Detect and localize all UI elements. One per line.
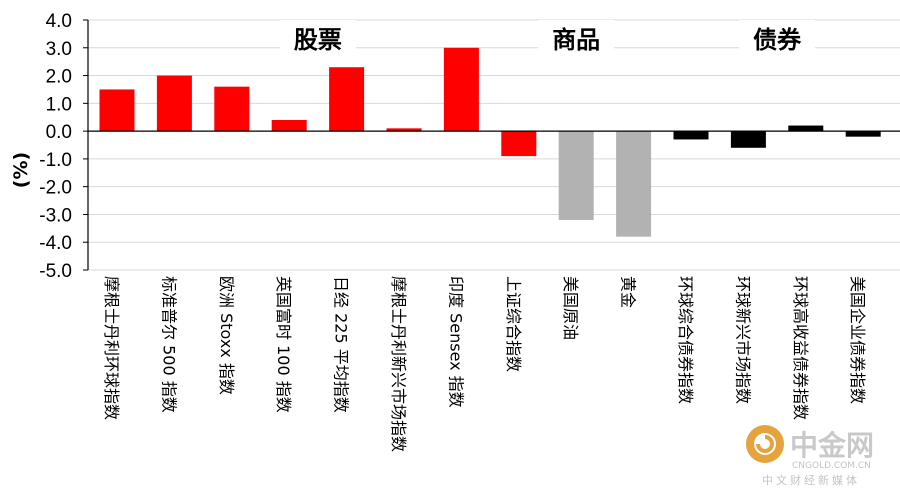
category-label: 美国原油 bbox=[561, 276, 580, 340]
bar bbox=[156, 75, 192, 132]
group-label: 商品 bbox=[552, 26, 600, 54]
bar bbox=[673, 131, 709, 140]
y-tick-label: -2.0 bbox=[39, 178, 72, 199]
group-label-bg bbox=[538, 20, 615, 58]
bar bbox=[501, 131, 537, 157]
y-tick-label: -5.0 bbox=[39, 261, 72, 282]
bar bbox=[329, 67, 365, 132]
category-label: 摩根士丹利环球指数 bbox=[102, 276, 121, 420]
group-label: 债券 bbox=[753, 26, 802, 54]
category-label: 印度 Sensex 指数 bbox=[446, 276, 465, 408]
watermark-logo-icon bbox=[746, 425, 784, 463]
bar bbox=[443, 47, 479, 132]
bar bbox=[845, 131, 881, 137]
group-label-bg bbox=[279, 20, 356, 58]
category-label: 环球综合债券指数 bbox=[676, 276, 695, 404]
category-label: 美国企业债券指数 bbox=[848, 276, 867, 404]
category-label: 环球高收益债券指数 bbox=[791, 276, 810, 420]
bar bbox=[788, 125, 824, 132]
category-label: 黄金 bbox=[619, 276, 638, 308]
bar bbox=[214, 86, 250, 132]
category-label: 上证综合指数 bbox=[504, 276, 523, 372]
bar bbox=[386, 128, 422, 132]
axes bbox=[83, 19, 900, 271]
y-axis-label: (%) bbox=[10, 152, 32, 188]
y-tick-label: 3.0 bbox=[46, 39, 72, 60]
y-tick-labels: 4.0 3.0 2.0 1.0 0.0 -1.0 -2.0 -3.0 -4.0 -5.0 bbox=[39, 11, 72, 282]
category-label: 欧洲 Stoxx 指数 bbox=[217, 276, 236, 395]
y-tick-label: -4.0 bbox=[39, 233, 72, 254]
bar bbox=[558, 131, 594, 220]
category-label: 环球新兴市场指数 bbox=[733, 276, 752, 404]
category-label: 英国富时 100 指数 bbox=[274, 276, 293, 413]
bar bbox=[99, 89, 135, 132]
bars bbox=[99, 47, 881, 237]
y-tick-label: -3.0 bbox=[39, 205, 72, 226]
y-tick-label: 1.0 bbox=[46, 94, 72, 115]
group-labels: 股票 商品 债券 bbox=[279, 20, 816, 58]
bar bbox=[730, 131, 766, 148]
y-tick-label: 0.0 bbox=[46, 122, 72, 143]
category-label: 摩根士丹利新兴市场指数 bbox=[389, 276, 408, 452]
category-label: 标准普尔 500 指数 bbox=[159, 276, 178, 413]
watermark: 中金网 CNGOLD.COM.CN 中文财经新媒体 bbox=[746, 425, 874, 487]
group-label-bg bbox=[739, 20, 816, 58]
category-labels: 摩根士丹利环球指数 标准普尔 500 指数 欧洲 Stoxx 指数 英国富时 100 … bbox=[102, 276, 867, 452]
y-tick-label: 4.0 bbox=[46, 11, 72, 32]
watermark-domain: CNGOLD.COM.CN bbox=[792, 461, 871, 471]
watermark-name: 中金网 bbox=[790, 429, 874, 462]
category-label: 日经 225 平均指数 bbox=[332, 276, 351, 413]
y-tick-label: 2.0 bbox=[46, 67, 72, 88]
y-tick-label: -1.0 bbox=[39, 150, 72, 171]
bar bbox=[271, 120, 307, 132]
group-label: 股票 bbox=[294, 26, 342, 54]
watermark-slogan: 中文财经新媒体 bbox=[762, 473, 860, 487]
bar bbox=[616, 131, 652, 237]
